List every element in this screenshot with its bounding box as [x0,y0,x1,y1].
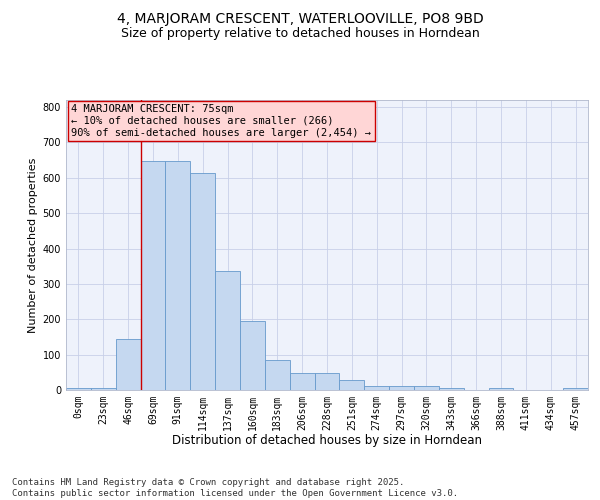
Bar [314,374,340,390]
Bar [91,388,116,390]
Bar [166,161,190,390]
Text: 4 MARJORAM CRESCENT: 75sqm
← 10% of detached houses are smaller (266)
90% of sem: 4 MARJORAM CRESCENT: 75sqm ← 10% of deta… [71,104,371,138]
Bar [364,386,389,390]
Bar [563,388,588,390]
X-axis label: Distribution of detached houses by size in Horndean: Distribution of detached houses by size … [172,434,482,448]
Bar [240,321,265,390]
Bar [389,386,414,390]
Bar [488,388,514,390]
Bar [116,338,140,390]
Text: Contains HM Land Registry data © Crown copyright and database right 2025.
Contai: Contains HM Land Registry data © Crown c… [12,478,458,498]
Bar [215,271,240,390]
Bar [66,388,91,390]
Bar [290,374,314,390]
Y-axis label: Number of detached properties: Number of detached properties [28,158,38,332]
Bar [340,380,364,390]
Bar [439,388,464,390]
Text: 4, MARJORAM CRESCENT, WATERLOOVILLE, PO8 9BD: 4, MARJORAM CRESCENT, WATERLOOVILLE, PO8… [116,12,484,26]
Bar [414,386,439,390]
Bar [140,161,166,390]
Text: Size of property relative to detached houses in Horndean: Size of property relative to detached ho… [121,28,479,40]
Bar [190,173,215,390]
Bar [265,360,290,390]
